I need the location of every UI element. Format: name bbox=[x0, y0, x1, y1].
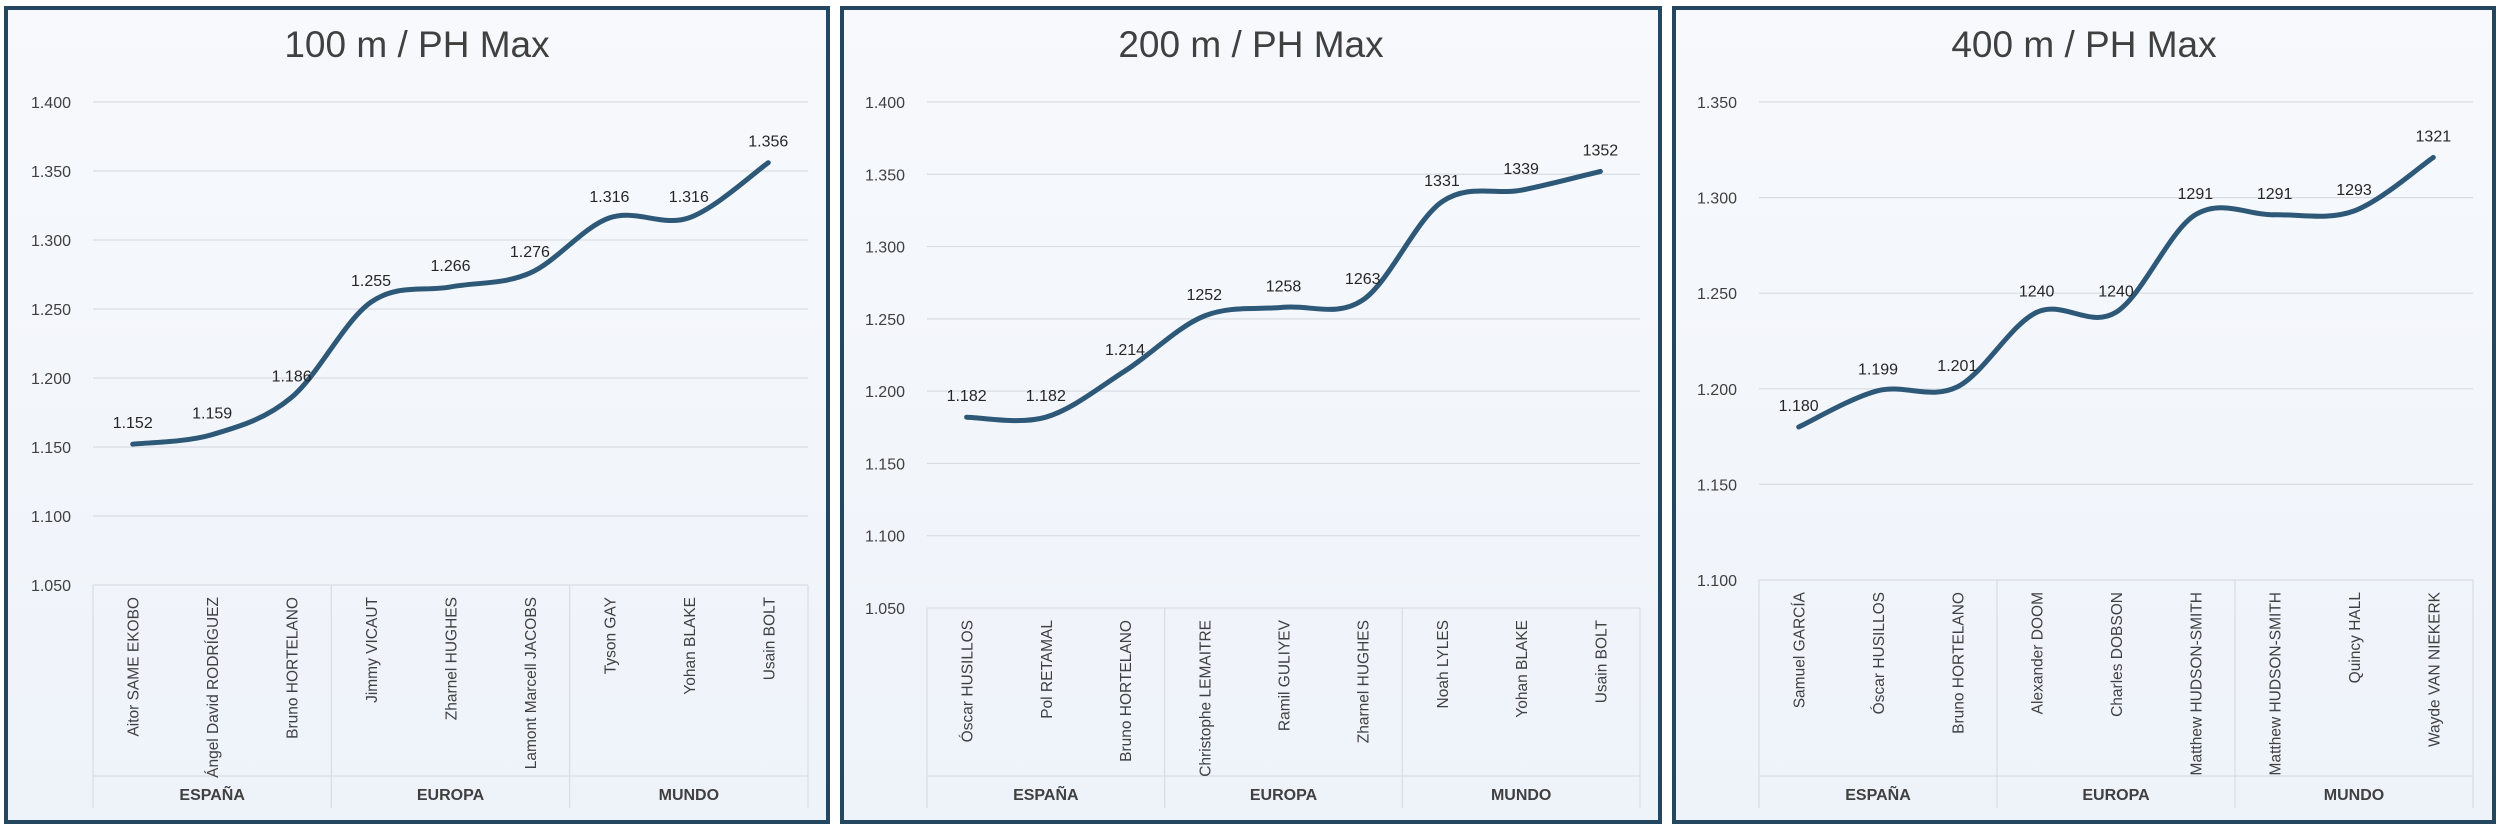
group-label: EUROPA bbox=[2082, 787, 2150, 804]
y-tick-label: 1.400 bbox=[865, 95, 905, 112]
y-tick-label: 1.150 bbox=[31, 440, 71, 457]
x-tick-label: Lamont Marcell JACOBS bbox=[523, 597, 540, 769]
data-label: 1.316 bbox=[669, 189, 709, 206]
y-tick-label: 1.200 bbox=[1697, 382, 1737, 399]
y-tick-label: 1.250 bbox=[1697, 286, 1737, 303]
group-label: EUROPA bbox=[417, 787, 485, 804]
x-tick-label: Usain BOLT bbox=[1593, 619, 1610, 703]
x-tick-label: Óscar HUSILLOS bbox=[1871, 592, 1888, 714]
x-tick-label: Ángel David RODRÍGUEZ bbox=[205, 597, 222, 778]
data-label: 1.356 bbox=[748, 134, 788, 151]
data-label: 1339 bbox=[1503, 161, 1539, 178]
x-tick-label: Usain BOLT bbox=[761, 596, 778, 680]
data-label: 1291 bbox=[2178, 186, 2214, 203]
x-tick-label: Yohan BLAKE bbox=[1514, 620, 1531, 718]
x-tick-label: Wayde VAN NIEKERK bbox=[2426, 591, 2443, 747]
x-tick-label: Alexander DOOM bbox=[2030, 592, 2047, 714]
data-label: 1.316 bbox=[589, 189, 629, 206]
y-tick-label: 1.250 bbox=[31, 302, 71, 319]
x-tick-label: Charles DOBSON bbox=[2109, 592, 2126, 717]
group-label: EUROPA bbox=[1250, 787, 1318, 804]
y-tick-label: 1.350 bbox=[31, 164, 71, 181]
data-label: 1.214 bbox=[1105, 342, 1145, 359]
x-tick-label: Bruno HORTELANO bbox=[285, 597, 302, 739]
x-tick-label: Zharnel HUGHES bbox=[1356, 620, 1373, 743]
x-tick-label: Óscar HUSILLOS bbox=[960, 620, 977, 742]
series-line bbox=[1796, 154, 2436, 430]
data-label: 1240 bbox=[2019, 283, 2055, 300]
data-label: 1.180 bbox=[1779, 398, 1819, 415]
data-label: 1293 bbox=[2336, 182, 2372, 199]
x-tick-label: Zharnel HUGHES bbox=[444, 597, 461, 720]
y-tick-label: 1.250 bbox=[865, 312, 905, 329]
chart-panel-100m: 100 m / PH Max 1.050 1.100 1.150 1.200 1.250… bbox=[4, 6, 830, 824]
x-tick-label: Christophe LEMAITRE bbox=[1197, 620, 1214, 777]
x-tick-label: Bruno HORTELANO bbox=[1950, 592, 1967, 734]
y-tick-label: 1.050 bbox=[31, 578, 71, 595]
x-tick-label: Matthew HUDSON-SMITH bbox=[2268, 592, 2285, 775]
y-tick-label: 1.100 bbox=[31, 509, 71, 526]
data-label: 1.182 bbox=[947, 388, 987, 405]
data-label: 1263 bbox=[1345, 271, 1381, 288]
y-tick-label: 1.150 bbox=[1697, 477, 1737, 494]
data-label: 1.199 bbox=[1858, 362, 1898, 379]
x-tick-label: Bruno HORTELANO bbox=[1118, 620, 1135, 762]
chart-200m: 1.050 1.100 1.150 1.200 1.250 1.300 1.350 1.400… bbox=[865, 95, 1641, 808]
data-label: 1258 bbox=[1266, 278, 1302, 295]
data-label: 1252 bbox=[1186, 287, 1222, 304]
x-tick-label: Tyson GAY bbox=[602, 597, 619, 674]
data-label: 1.276 bbox=[510, 244, 550, 261]
y-tick-label: 1.150 bbox=[865, 456, 905, 473]
data-label: 1.266 bbox=[430, 258, 470, 275]
x-tick-label: Noah LYLES bbox=[1435, 620, 1452, 708]
group-label: MUNDO bbox=[1491, 787, 1551, 804]
x-tick-label: Aitor SAME EKOBO bbox=[126, 597, 143, 737]
data-label: 1.182 bbox=[1026, 388, 1066, 405]
group-label: MUNDO bbox=[659, 787, 719, 804]
chart-title: 400 m / PH Max bbox=[1951, 24, 2217, 65]
y-tick-label: 1.200 bbox=[31, 371, 71, 388]
data-label: 1352 bbox=[1583, 142, 1619, 159]
chart-title: 200 m / PH Max bbox=[1118, 24, 1384, 65]
x-tick-label: Quincy HALL bbox=[2347, 592, 2364, 684]
chart-400m: 1.100 1.150 1.200 1.250 1.300 1.350 Samuel GAR… bbox=[1697, 95, 2474, 808]
y-tick-label: 1.100 bbox=[865, 529, 905, 546]
series-line bbox=[130, 160, 771, 447]
y-tick-label: 1.050 bbox=[865, 601, 905, 618]
y-tick-label: 1.100 bbox=[1697, 573, 1737, 590]
y-tick-label: 1.350 bbox=[865, 167, 905, 184]
y-tick-label: 1.350 bbox=[1697, 95, 1737, 112]
chart-100m: 1.050 1.100 1.150 1.200 1.250 1.300 1.350 1.400… bbox=[31, 95, 809, 808]
chart-panel-400m: 400 m / PH Max 1.100 1.150 1.200 1.250 1.300… bbox=[1672, 6, 2496, 824]
data-label: 1.201 bbox=[1937, 358, 1977, 375]
x-tick-label: Jimmy VICAUT bbox=[364, 596, 381, 702]
y-tick-label: 1.200 bbox=[865, 384, 905, 401]
series-line bbox=[964, 168, 1603, 424]
data-label: 1.255 bbox=[351, 273, 391, 290]
y-tick-label: 1.300 bbox=[1697, 191, 1737, 208]
group-label: ESPAÑA bbox=[179, 784, 245, 804]
group-label: MUNDO bbox=[2324, 787, 2384, 804]
group-label: ESPAÑA bbox=[1845, 784, 1911, 804]
y-tick-label: 1.400 bbox=[31, 95, 71, 112]
x-tick-label: Yohan BLAKE bbox=[682, 597, 699, 695]
data-label: 1240 bbox=[2098, 283, 2134, 300]
data-label: 1.152 bbox=[113, 415, 153, 432]
x-tick-label: Pol RETAMAL bbox=[1039, 620, 1056, 719]
data-label: 1321 bbox=[2416, 128, 2452, 145]
y-tick-label: 1.300 bbox=[865, 240, 905, 257]
x-tick-label: Ramil GULIYEV bbox=[1277, 619, 1294, 731]
data-label: 1.159 bbox=[192, 406, 232, 423]
group-label: ESPAÑA bbox=[1013, 784, 1079, 804]
chart-title: 100 m / PH Max bbox=[284, 24, 550, 65]
chart-panel-200m: 200 m / PH Max 1.050 1.100 1.150 1.200 1.250… bbox=[840, 6, 1662, 824]
y-tick-label: 1.300 bbox=[31, 233, 71, 250]
x-tick-label: Samuel GARCÍA bbox=[1792, 591, 1809, 708]
x-tick-label: Matthew HUDSON-SMITH bbox=[2188, 592, 2205, 775]
data-label: 1291 bbox=[2257, 186, 2293, 203]
data-label: 1331 bbox=[1424, 173, 1460, 190]
data-label: 1.186 bbox=[272, 368, 312, 385]
